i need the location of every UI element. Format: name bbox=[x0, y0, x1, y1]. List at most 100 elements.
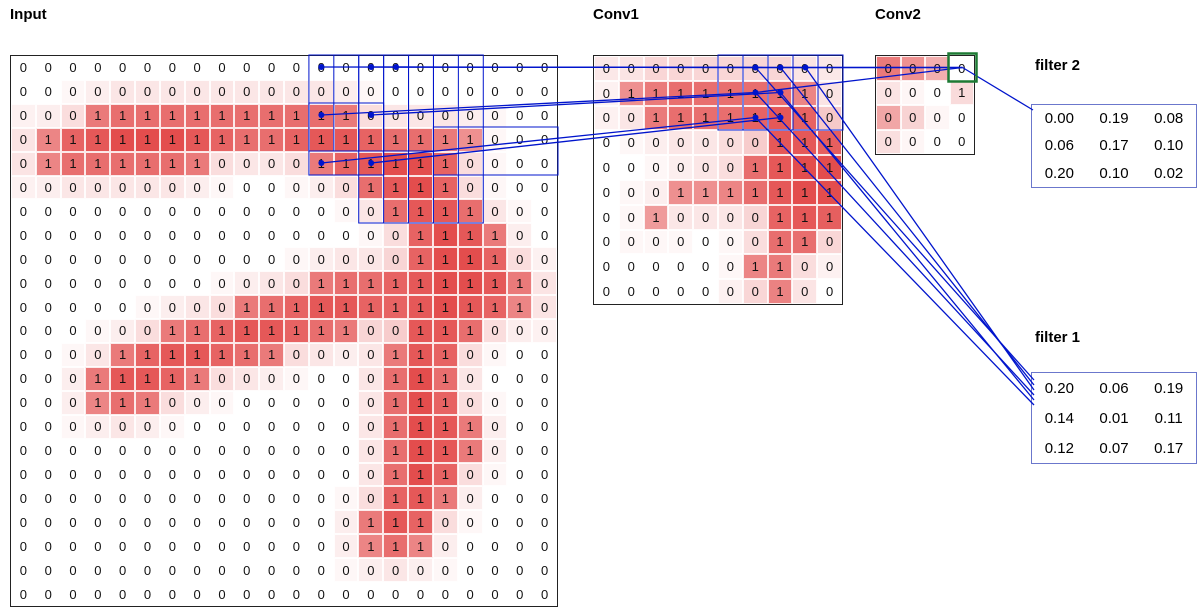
input-cell: 0 bbox=[507, 342, 533, 367]
input-cell: 0 bbox=[532, 319, 557, 343]
input-cell: 0 bbox=[259, 79, 284, 104]
input-cell: 0 bbox=[333, 534, 359, 559]
input-cell: 1 bbox=[408, 175, 433, 200]
conv1-cell: 0 bbox=[643, 130, 669, 156]
input-cell: 0 bbox=[333, 510, 359, 535]
input-cell: 1 bbox=[507, 295, 533, 320]
input-cell: 0 bbox=[457, 558, 483, 583]
input-cell: 0 bbox=[85, 462, 111, 487]
input-cell: 0 bbox=[358, 342, 384, 367]
input-cell: 0 bbox=[259, 223, 284, 248]
filter2-value: 0.20 bbox=[1044, 164, 1074, 182]
conv1-cell: 1 bbox=[643, 105, 669, 131]
input-cell: 1 bbox=[482, 295, 508, 320]
input-cell: 0 bbox=[432, 510, 458, 535]
input-cell: 0 bbox=[135, 271, 160, 296]
input-cell: 0 bbox=[85, 175, 111, 200]
input-cell: 0 bbox=[308, 175, 334, 200]
input-cell: 0 bbox=[383, 247, 409, 272]
input-cell: 0 bbox=[159, 295, 185, 320]
input-cell: 0 bbox=[184, 558, 210, 583]
input-cell: 0 bbox=[85, 582, 111, 606]
input-cell: 0 bbox=[532, 342, 557, 367]
input-cell: 0 bbox=[60, 582, 86, 606]
input-cell: 0 bbox=[507, 462, 533, 487]
input-cell: 0 bbox=[532, 295, 557, 320]
input-cell: 0 bbox=[482, 56, 508, 80]
input-cell: 0 bbox=[159, 534, 185, 559]
input-cell: 0 bbox=[358, 199, 384, 224]
input-cell: 1 bbox=[432, 319, 458, 343]
filter2-value: 0.06 bbox=[1044, 137, 1074, 155]
conv1-cell: 1 bbox=[618, 80, 644, 106]
input-cell: 0 bbox=[60, 486, 86, 511]
input-cell: 0 bbox=[532, 127, 557, 152]
filter1-value: 0.12 bbox=[1044, 439, 1074, 457]
input-cell: 1 bbox=[159, 319, 185, 343]
input-cell: 1 bbox=[135, 390, 160, 415]
conv1-cell: 1 bbox=[817, 130, 842, 156]
conv2-cell: 0 bbox=[900, 105, 925, 130]
input-cell: 0 bbox=[110, 175, 136, 200]
input-cell: 0 bbox=[333, 390, 359, 415]
input-cell: 0 bbox=[11, 319, 36, 343]
filter1-value: 0.17 bbox=[1154, 439, 1184, 457]
conv1-cell: 0 bbox=[817, 279, 842, 304]
input-cell: 1 bbox=[432, 223, 458, 248]
input-cell: 0 bbox=[11, 486, 36, 511]
input-cell: 0 bbox=[383, 582, 409, 606]
input-cell: 0 bbox=[60, 79, 86, 104]
filter1-grid: 0.20 0.06 0.19 0.14 0.01 0.11 0.12 0.07 0.17 bbox=[1031, 372, 1197, 464]
input-cell: 0 bbox=[532, 151, 557, 176]
input-cell: 0 bbox=[110, 56, 136, 80]
conv2-cell: 0 bbox=[925, 105, 950, 130]
input-cell: 1 bbox=[432, 247, 458, 272]
input-cell: 0 bbox=[308, 510, 334, 535]
input-cell: 0 bbox=[234, 199, 260, 224]
input-cell: 0 bbox=[358, 103, 384, 128]
input-cell: 0 bbox=[284, 223, 309, 248]
input-cell: 0 bbox=[110, 462, 136, 487]
conv1-cell: 0 bbox=[742, 56, 768, 81]
input-cell: 0 bbox=[85, 199, 111, 224]
input-cell: 0 bbox=[135, 56, 160, 80]
input-cell: 0 bbox=[333, 414, 359, 439]
input-cell: 0 bbox=[408, 558, 433, 583]
input-cell: 0 bbox=[457, 534, 483, 559]
conv1-cell: 1 bbox=[792, 105, 818, 131]
input-cell: 0 bbox=[507, 151, 533, 176]
input-cell: 0 bbox=[159, 271, 185, 296]
input-cell: 0 bbox=[308, 247, 334, 272]
input-cell: 0 bbox=[333, 175, 359, 200]
input-cell: 0 bbox=[11, 366, 36, 391]
conv1-cell: 0 bbox=[717, 229, 743, 255]
input-cell: 0 bbox=[408, 56, 433, 80]
input-cell: 0 bbox=[457, 103, 483, 128]
input-cell: 0 bbox=[209, 366, 235, 391]
input-cell: 1 bbox=[209, 127, 235, 152]
filter2-value: 0.19 bbox=[1099, 110, 1129, 128]
input-cell: 0 bbox=[532, 103, 557, 128]
input-cell: 0 bbox=[60, 319, 86, 343]
input-cell: 1 bbox=[432, 151, 458, 176]
input-cell: 0 bbox=[159, 558, 185, 583]
input-cell: 1 bbox=[35, 151, 61, 176]
input-cell: 0 bbox=[35, 56, 61, 80]
input-cell: 0 bbox=[184, 199, 210, 224]
input-cell: 1 bbox=[358, 151, 384, 176]
conv1-cell: 1 bbox=[817, 204, 842, 230]
input-cell: 1 bbox=[408, 486, 433, 511]
input-cell: 1 bbox=[308, 319, 334, 343]
input-cell: 0 bbox=[482, 462, 508, 487]
input-cell: 0 bbox=[11, 127, 36, 152]
input-cell: 0 bbox=[358, 247, 384, 272]
input-cell: 1 bbox=[135, 342, 160, 367]
input-cell: 1 bbox=[383, 175, 409, 200]
conv1-cell: 1 bbox=[693, 105, 718, 131]
conv2-cell: 0 bbox=[925, 129, 950, 154]
input-cell: 1 bbox=[457, 127, 483, 152]
input-cell: 0 bbox=[308, 462, 334, 487]
input-cell: 1 bbox=[209, 319, 235, 343]
conv1-cell: 1 bbox=[742, 80, 768, 106]
